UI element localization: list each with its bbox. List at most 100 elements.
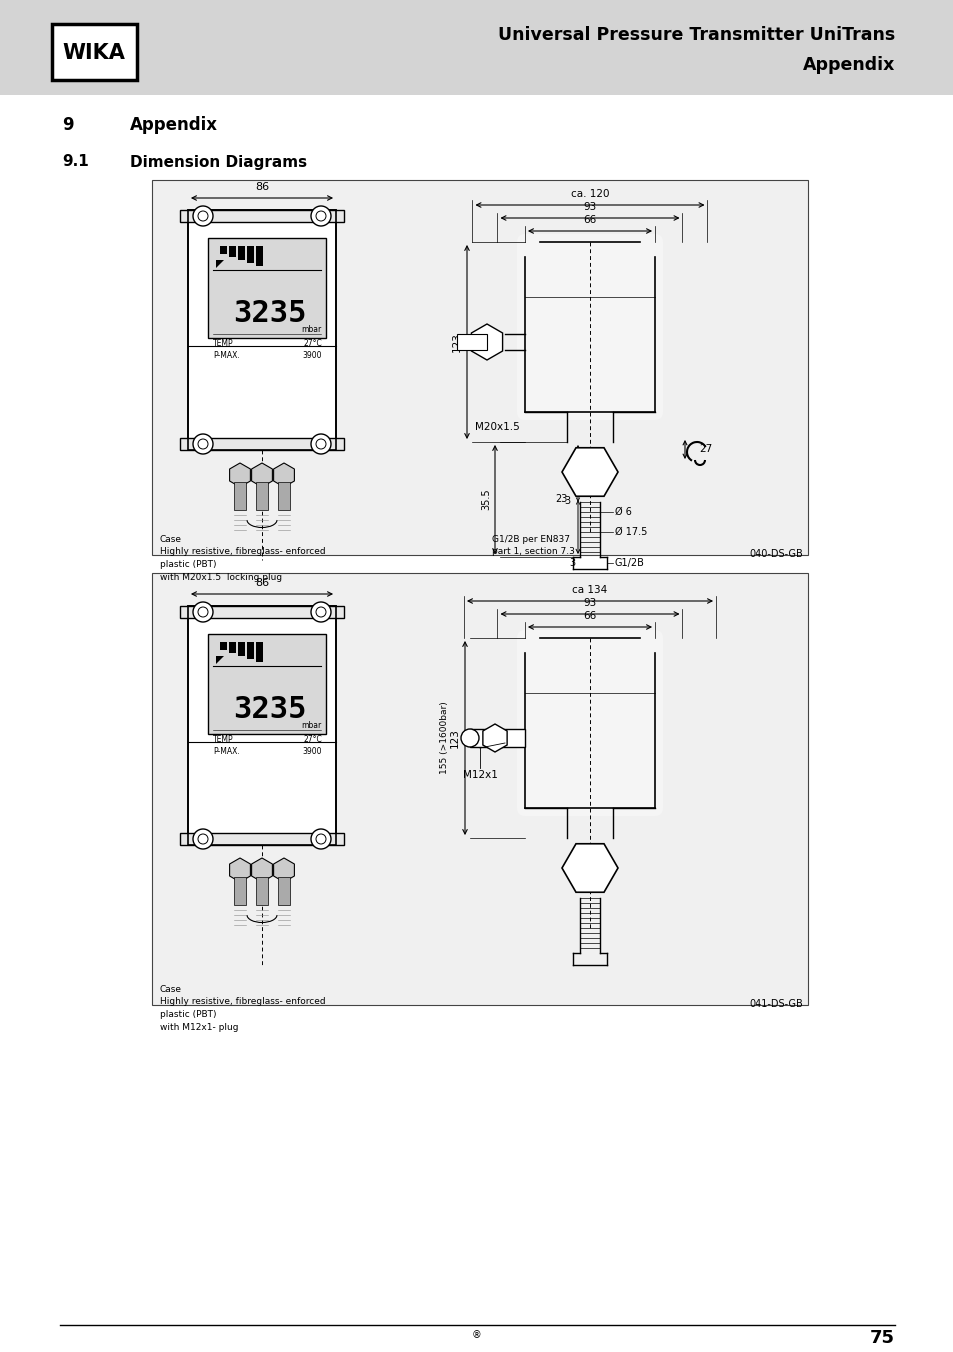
Text: 75: 75	[869, 1329, 894, 1347]
Text: 3900: 3900	[302, 748, 322, 757]
Text: 3235: 3235	[233, 299, 307, 327]
Circle shape	[311, 206, 331, 226]
Circle shape	[193, 206, 213, 226]
Text: TEMP: TEMP	[213, 339, 233, 349]
Text: 86: 86	[254, 579, 269, 588]
Text: ca. 120: ca. 120	[570, 189, 609, 199]
Polygon shape	[252, 859, 273, 882]
Bar	[180, 833, 344, 845]
FancyBboxPatch shape	[52, 24, 137, 80]
Text: mbar: mbar	[301, 326, 322, 334]
Text: Appendix: Appendix	[801, 55, 894, 74]
Text: 35.5: 35.5	[480, 488, 491, 510]
Polygon shape	[230, 462, 250, 487]
FancyBboxPatch shape	[188, 606, 335, 845]
Bar	[277, 483, 290, 510]
Text: 3: 3	[563, 496, 569, 506]
Text: 93: 93	[583, 598, 596, 608]
Bar	[247, 246, 253, 264]
Bar	[255, 642, 263, 662]
Text: 3: 3	[568, 558, 575, 568]
FancyBboxPatch shape	[517, 234, 662, 420]
Bar	[180, 210, 344, 222]
Bar	[220, 246, 227, 254]
Text: M20x1.5: M20x1.5	[475, 422, 519, 433]
Text: mbar: mbar	[301, 722, 322, 730]
Text: 3235: 3235	[233, 695, 307, 723]
Text: M12x1: M12x1	[462, 771, 497, 780]
Text: 66: 66	[583, 611, 596, 621]
Circle shape	[311, 434, 331, 454]
Bar	[255, 877, 268, 904]
Text: Case
Highly resistive, fibreglass- enforced
plastic (PBT)
with M20x1.5  locking : Case Highly resistive, fibreglass- enfor…	[160, 535, 325, 581]
Bar	[233, 483, 246, 510]
Text: 27°C: 27°C	[303, 735, 322, 745]
Text: 9.1: 9.1	[62, 154, 89, 169]
Bar	[229, 642, 235, 653]
Text: ®: ®	[472, 1330, 481, 1340]
Bar	[220, 642, 227, 650]
Polygon shape	[482, 725, 507, 752]
Polygon shape	[230, 859, 250, 882]
Text: 040-DS-GB: 040-DS-GB	[748, 549, 802, 558]
Bar	[208, 634, 326, 734]
Text: Universal Pressure Transmitter UniTrans: Universal Pressure Transmitter UniTrans	[497, 26, 894, 45]
Bar	[277, 877, 290, 904]
Bar	[233, 877, 246, 904]
Text: P-MAX.: P-MAX.	[213, 748, 239, 757]
Text: Ø 6: Ø 6	[615, 507, 631, 516]
Text: 155 (>1600bar): 155 (>1600bar)	[440, 702, 449, 775]
Circle shape	[460, 729, 478, 748]
Polygon shape	[215, 260, 224, 268]
Circle shape	[311, 829, 331, 849]
Bar	[188, 210, 335, 450]
Text: Appendix: Appendix	[130, 116, 218, 134]
Text: 86: 86	[254, 183, 269, 192]
Bar	[0, 0, 953, 95]
Text: 27: 27	[699, 445, 712, 454]
Bar	[237, 246, 245, 260]
Polygon shape	[561, 448, 618, 496]
Circle shape	[193, 434, 213, 454]
Polygon shape	[561, 844, 618, 892]
Circle shape	[193, 829, 213, 849]
Bar	[188, 606, 335, 845]
Text: G1/2B per EN837
part 1, section 7.3: G1/2B per EN837 part 1, section 7.3	[492, 535, 575, 557]
Polygon shape	[274, 462, 294, 487]
Bar	[456, 334, 486, 350]
Text: TEMP: TEMP	[213, 735, 233, 745]
Bar	[152, 573, 807, 1005]
Polygon shape	[274, 859, 294, 882]
Text: 66: 66	[583, 215, 596, 224]
Text: 9: 9	[62, 116, 73, 134]
Bar	[247, 642, 253, 658]
Bar	[470, 729, 524, 748]
Text: 27°C: 27°C	[303, 339, 322, 349]
Text: G1/2B: G1/2B	[615, 558, 644, 568]
Text: 123: 123	[452, 333, 461, 352]
Polygon shape	[471, 324, 502, 360]
Polygon shape	[215, 656, 224, 664]
Text: 23: 23	[555, 495, 567, 504]
Bar	[237, 642, 245, 656]
Circle shape	[311, 602, 331, 622]
Bar	[229, 246, 235, 257]
FancyBboxPatch shape	[517, 630, 662, 817]
Text: WIKA: WIKA	[63, 43, 125, 64]
FancyBboxPatch shape	[188, 210, 335, 450]
Text: P-MAX.: P-MAX.	[213, 352, 239, 361]
Text: Ø 17.5: Ø 17.5	[615, 527, 647, 537]
Polygon shape	[252, 462, 273, 487]
Text: 123: 123	[450, 729, 459, 748]
Text: ca 134: ca 134	[572, 585, 607, 595]
Bar	[255, 483, 268, 510]
Bar	[152, 180, 807, 556]
Text: 93: 93	[583, 201, 596, 212]
Bar	[180, 606, 344, 618]
Text: Dimension Diagrams: Dimension Diagrams	[130, 154, 307, 169]
Circle shape	[193, 602, 213, 622]
Bar	[208, 238, 326, 338]
Text: Case
Highly resistive, fibreglass- enforced
plastic (PBT)
with M12x1- plug: Case Highly resistive, fibreglass- enfor…	[160, 986, 325, 1032]
Bar	[255, 246, 263, 266]
Text: 041-DS-GB: 041-DS-GB	[748, 999, 802, 1009]
